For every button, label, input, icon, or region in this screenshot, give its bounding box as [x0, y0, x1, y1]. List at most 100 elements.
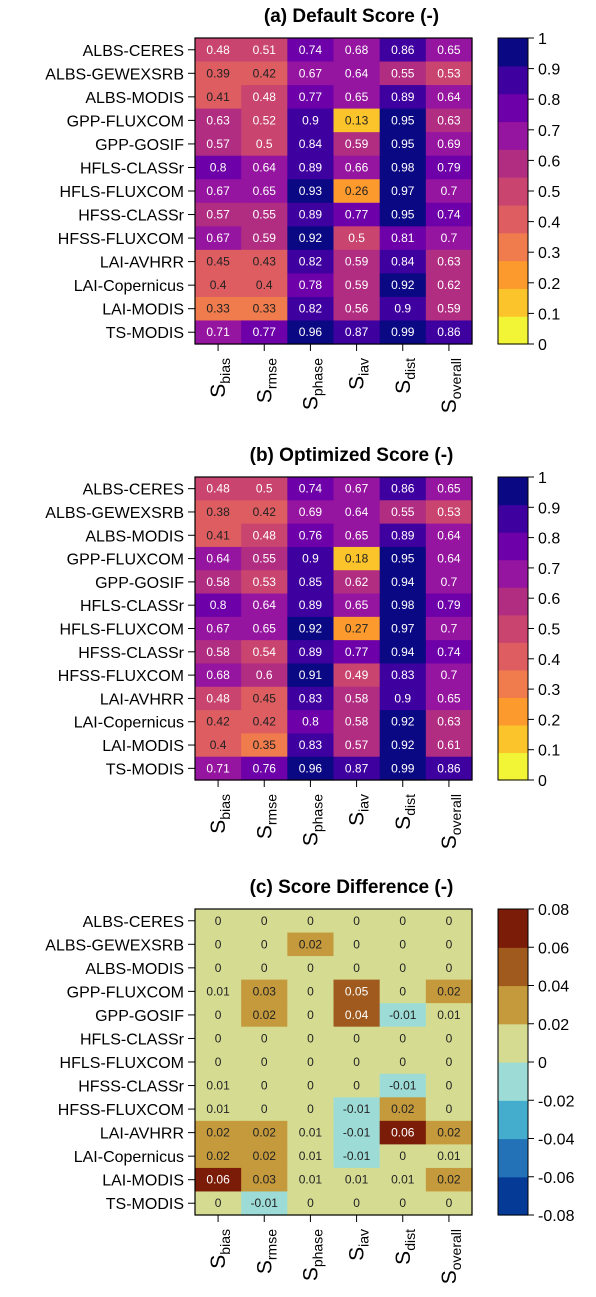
- column-label: Sphase: [299, 1229, 325, 1281]
- column-label-sub: overall: [448, 794, 464, 835]
- heatmap-cell: [333, 710, 381, 734]
- heatmap-cell: [287, 686, 335, 711]
- cell-value-label: 0.65: [253, 184, 277, 198]
- cell-value-label: 0: [353, 961, 360, 975]
- cell-value-label: 0.9: [394, 302, 411, 316]
- cell-value-label: 0.82: [299, 302, 323, 316]
- heatmap-cell: [241, 523, 288, 548]
- colorbar-tick-label: -0.02: [538, 1093, 575, 1110]
- heatmap-cell: [287, 546, 335, 571]
- column-label: Sbias: [207, 794, 233, 834]
- cell-value-label: 0.96: [299, 325, 323, 339]
- row-label: HFLS-FLUXCOM: [60, 1055, 184, 1072]
- cell-value-label: 0: [215, 1031, 222, 1045]
- cell-value-label: 0.62: [437, 278, 461, 292]
- column-label-sub: rmse: [263, 1229, 279, 1260]
- colorbar-tick-label: 0.4: [538, 215, 560, 232]
- column-label-sub: bias: [217, 358, 233, 384]
- cell-value-label: 0.82: [299, 255, 323, 269]
- column-label-sub: overall: [448, 1229, 464, 1270]
- cell-value-label: 0: [307, 984, 314, 998]
- heatmap-cell: [195, 108, 242, 133]
- cell-value-label: 0.59: [345, 255, 369, 269]
- row-label: GPP-FLUXCOM: [67, 552, 184, 569]
- heatmap-cell: [241, 320, 288, 345]
- heatmap-cell: [287, 733, 335, 758]
- colorbar-tick-label: 0.7: [538, 123, 560, 140]
- column-label-main: S: [392, 816, 415, 830]
- cell-value-label: 0.5: [256, 137, 273, 151]
- colorbar-segment: [498, 614, 528, 643]
- heatmap-cell: [425, 1026, 473, 1051]
- heatmap-cell: [241, 273, 288, 298]
- cell-value-label: 0.48: [206, 43, 230, 57]
- cell-value-label: 0.7: [441, 668, 458, 682]
- heatmap-cell: [241, 249, 288, 274]
- cell-value-label: 0.77: [345, 208, 369, 222]
- cell-value-label: -0.01: [343, 1126, 371, 1140]
- heatmap-cell: [241, 1097, 288, 1122]
- cell-value-label: 0.67: [345, 482, 369, 496]
- heatmap-cell: [333, 38, 381, 63]
- heatmap-cell: [195, 956, 242, 981]
- heatmap-cell: [287, 909, 335, 934]
- colorbar-segment: [498, 121, 528, 150]
- colorbar-segment: [498, 1176, 528, 1216]
- column-label-main: S: [438, 1270, 461, 1284]
- cell-value-label: 0.02: [206, 1149, 230, 1163]
- cell-value-label: 0.42: [206, 715, 230, 729]
- cell-value-label: 0.53: [253, 575, 277, 589]
- heatmap-cell: [333, 1050, 381, 1075]
- heatmap-cell: [425, 296, 473, 322]
- cell-value-label: 0.76: [253, 761, 277, 775]
- row-label: HFLS-FLUXCOM: [60, 622, 184, 639]
- heatmap-cell: [195, 1144, 242, 1169]
- colorbar-segment: [498, 316, 528, 345]
- heatmap-cell: [379, 1073, 427, 1098]
- colorbar-tick-label: 0: [538, 773, 547, 790]
- heatmap-cell: [425, 979, 473, 1004]
- colorbar-tick-label: 0.02: [538, 1017, 569, 1034]
- cell-value-label: 0: [307, 1008, 314, 1022]
- heatmap-cell: [379, 640, 427, 665]
- cell-value-label: 0.64: [345, 66, 369, 80]
- heatmap-cell: [379, 756, 427, 781]
- cell-value-label: 0.95: [391, 208, 415, 222]
- heatmap-cell: [287, 108, 335, 133]
- colorbar: 0 0.1 0.2 0.3 0.4 0.5 0.6 0.7 0.8 0.9 1: [497, 470, 560, 790]
- heatmap-cell: [241, 1191, 288, 1216]
- heatmap-cell: [287, 956, 335, 981]
- cell-value-label: 0.35: [253, 738, 277, 752]
- heatmap-cell: [241, 1003, 288, 1028]
- cell-value-label: 0.63: [437, 715, 461, 729]
- column-label-main: S: [299, 1267, 322, 1281]
- cell-value-label: 0.98: [391, 598, 415, 612]
- heatmap-cell: [195, 663, 242, 688]
- heatmap-cell: [195, 320, 242, 345]
- column-label: Soverall: [438, 1229, 464, 1284]
- cell-value-label: 0.64: [206, 552, 230, 566]
- cell-value-label: 0.99: [391, 325, 415, 339]
- heatmap-cell: [425, 61, 473, 86]
- column-label-main: S: [207, 384, 230, 398]
- cell-value-label: 0: [399, 1055, 406, 1069]
- row-label: LAI-AVHRR: [100, 1126, 184, 1143]
- cell-value-label: 0.63: [437, 255, 461, 269]
- cell-value-label: 0.77: [345, 645, 369, 659]
- heatmap-cell: [195, 733, 242, 758]
- heatmap-cell: [333, 61, 381, 86]
- row-label: HFSS-FLUXCOM: [58, 1102, 184, 1119]
- cell-value-label: 0.5: [348, 231, 365, 245]
- cell-value-label: 0.86: [391, 43, 415, 57]
- heatmap-cell: [195, 932, 242, 957]
- heatmap-cell: [195, 686, 242, 711]
- heatmap-cell: [333, 1120, 381, 1145]
- heatmap-cell: [195, 523, 242, 548]
- cell-value-label: 0: [353, 914, 360, 928]
- heatmap-cell: [287, 202, 335, 227]
- column-label: Siav: [346, 794, 372, 826]
- cell-value-label: 0.99: [391, 761, 415, 775]
- heatmap-cell: [333, 1003, 381, 1028]
- heatmap-cell: [333, 593, 381, 618]
- heatmap-cell: [333, 909, 381, 934]
